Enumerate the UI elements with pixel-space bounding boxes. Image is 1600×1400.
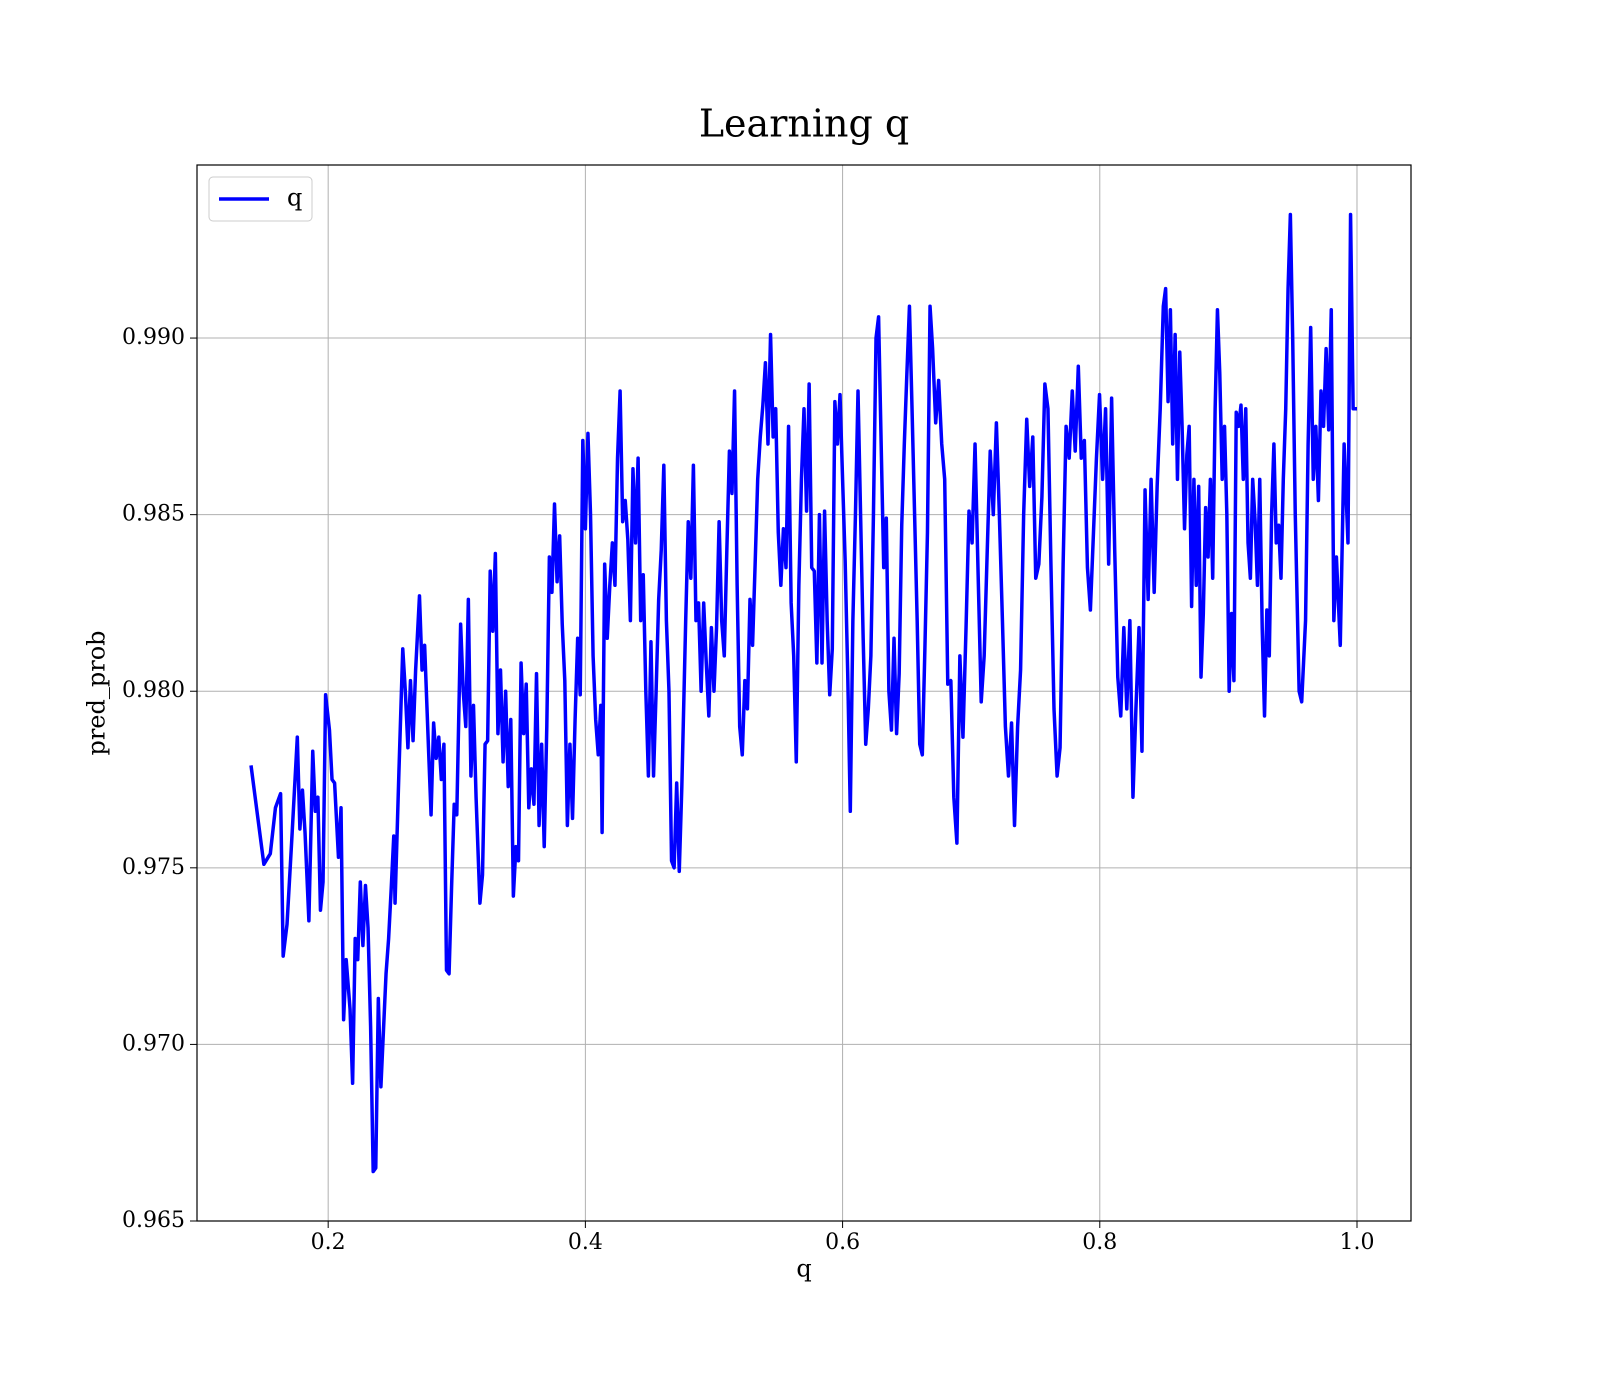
chart-title: Learning q [699,102,909,146]
plot-frame [196,164,1412,1222]
y-tick-label: 0.975 [122,855,185,880]
y-tick-label: 0.985 [122,502,185,527]
x-tick-label: 1.0 [1339,1230,1374,1255]
x-axis-label: q [796,1255,811,1283]
y-tick-label: 0.965 [122,1208,185,1233]
legend-label: q [287,184,302,212]
y-tick-label: 0.970 [122,1031,185,1056]
x-tick-label: 0.2 [311,1230,346,1255]
y-axis-label: pred_prob [83,630,111,755]
y-tick-label: 0.990 [122,325,185,350]
x-tick-label: 0.8 [1082,1230,1117,1255]
data-line [249,212,1357,1174]
y-tick-label: 0.980 [122,678,185,703]
x-tick-label: 0.6 [825,1230,860,1255]
x-tick-label: 0.4 [568,1230,603,1255]
